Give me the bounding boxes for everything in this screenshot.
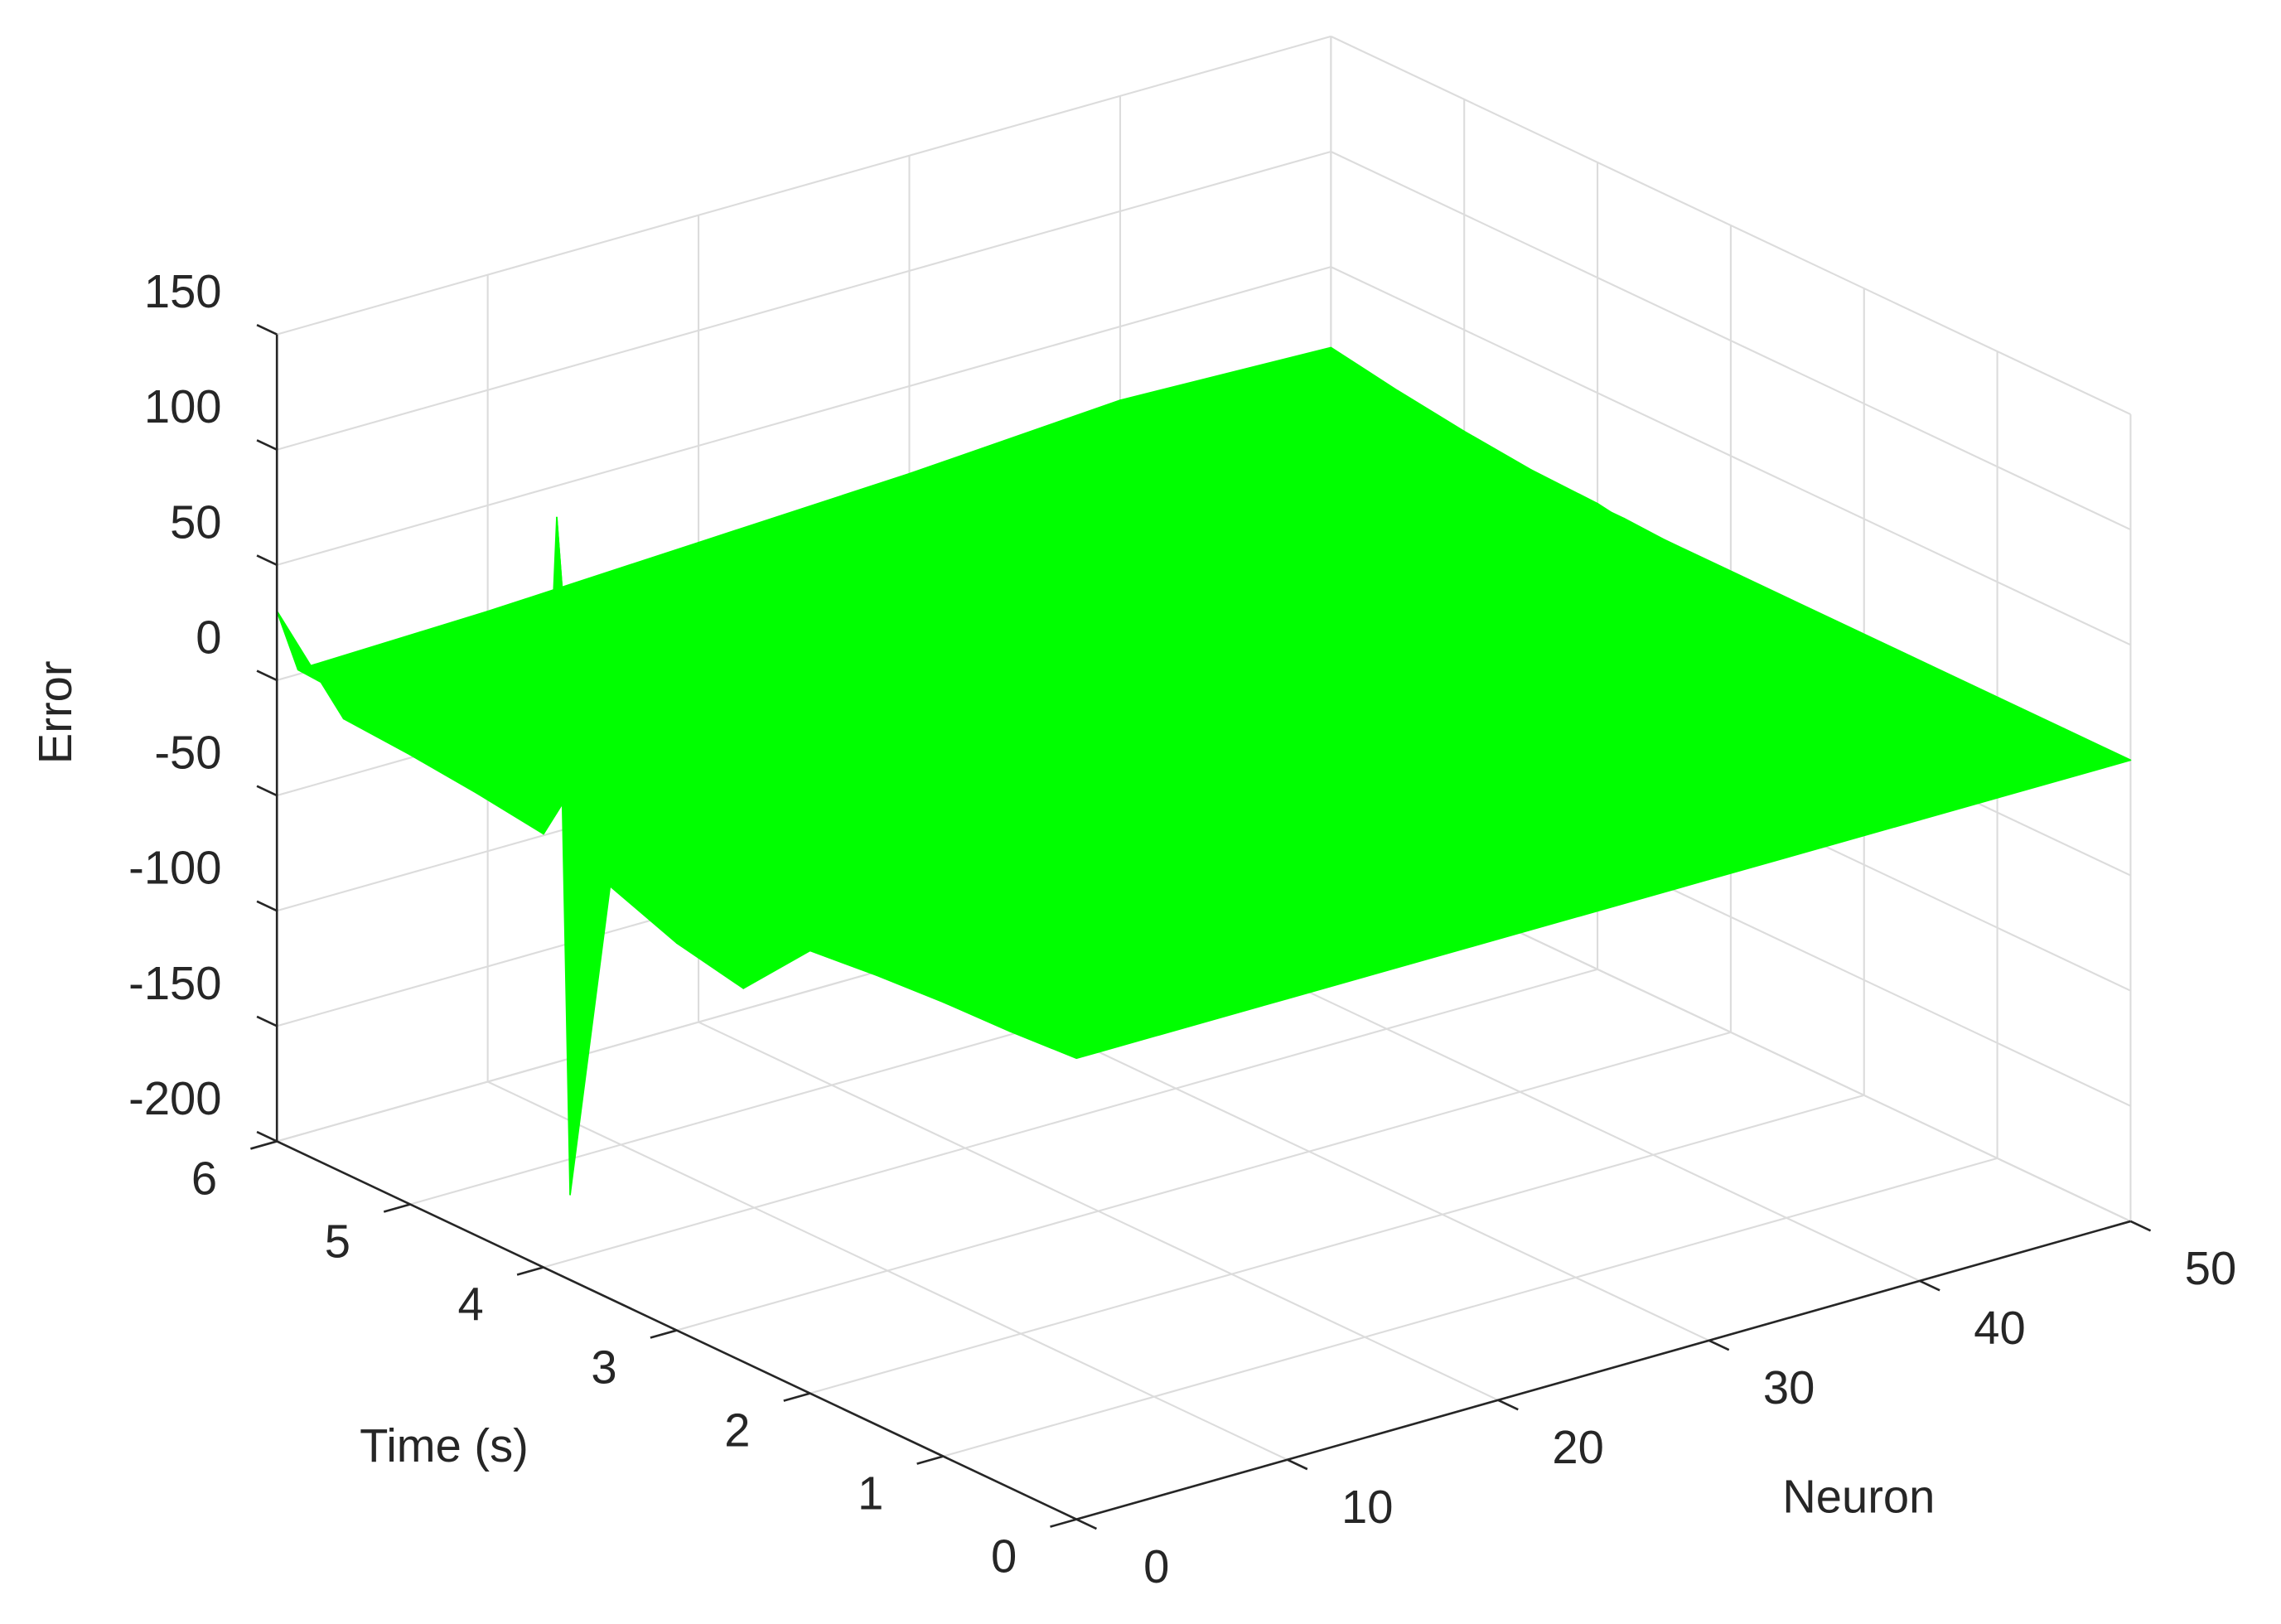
grid-line xyxy=(276,150,1331,451)
grid-line xyxy=(676,1031,1732,1332)
z-tick xyxy=(256,554,278,567)
y-tick-label: 1 xyxy=(858,1467,883,1520)
z-tick-label: -150 xyxy=(128,957,221,1009)
z-tick xyxy=(256,323,278,336)
x-tick xyxy=(2129,1220,2152,1232)
x-tick xyxy=(1708,1339,1730,1351)
x-tick xyxy=(1287,1458,1308,1471)
z-tick-label: 50 xyxy=(170,495,221,548)
y-axis-label: Time (s) xyxy=(360,1419,529,1472)
x-tick xyxy=(1075,1518,1097,1530)
z-tick xyxy=(256,900,278,912)
z-tick-label: 0 xyxy=(196,611,221,663)
z-tick-label: -50 xyxy=(154,727,221,779)
y-tick-label: 3 xyxy=(591,1341,616,1394)
x-tick-label: 10 xyxy=(1341,1481,1393,1533)
x-tick xyxy=(1919,1279,1940,1292)
z-tick-label: 100 xyxy=(144,380,222,433)
x-tick-label: 50 xyxy=(2185,1242,2236,1294)
x-tick-label: 30 xyxy=(1763,1361,1815,1414)
grid-line xyxy=(1330,35,2131,416)
z-tick-label: 150 xyxy=(144,265,222,317)
z-axis-label: Error xyxy=(29,660,81,764)
x-tick-label: 20 xyxy=(1552,1421,1603,1473)
z-tick xyxy=(256,1130,278,1143)
grid-line xyxy=(276,266,1331,566)
y-tick-label: 0 xyxy=(991,1530,1017,1583)
grid-line xyxy=(276,35,1331,336)
surface-patch xyxy=(1008,1020,1099,1060)
grid-line xyxy=(1330,151,2131,531)
grid-line xyxy=(1330,266,2131,646)
x-tick-label: 40 xyxy=(1974,1302,2025,1354)
y-tick xyxy=(650,1329,678,1339)
z-tick xyxy=(256,669,278,682)
x-axis xyxy=(1075,1220,2131,1520)
axes: 0 10 20 30 40 50 0 1 2 3 4 5 6 -200 -150 -100 -50 0 50 100 1… xyxy=(128,265,2236,1593)
y-tick xyxy=(516,1266,544,1276)
y-tick-label: 6 xyxy=(191,1152,217,1204)
z-tick xyxy=(256,785,278,797)
x-axis-label: Neuron xyxy=(1782,1471,1935,1523)
y-tick-label: 2 xyxy=(724,1404,750,1457)
x-tick-label: 0 xyxy=(1143,1540,1169,1593)
y-tick-label: 5 xyxy=(325,1215,350,1267)
z-tick xyxy=(256,439,278,451)
y-tick xyxy=(250,1140,278,1150)
y-tick xyxy=(916,1455,944,1465)
y-tick xyxy=(1050,1518,1077,1528)
grid-line xyxy=(543,968,1598,1269)
y-tick xyxy=(783,1392,810,1402)
surface xyxy=(276,346,2132,1196)
y-tick xyxy=(383,1203,411,1213)
grid-line xyxy=(809,1094,1865,1394)
z-tick-label: -100 xyxy=(128,842,221,894)
grid-line xyxy=(943,1157,1998,1457)
x-tick xyxy=(1497,1399,1519,1411)
z-tick-label: -200 xyxy=(128,1072,221,1124)
z-tick xyxy=(256,1015,278,1027)
y-tick-label: 4 xyxy=(458,1278,484,1330)
